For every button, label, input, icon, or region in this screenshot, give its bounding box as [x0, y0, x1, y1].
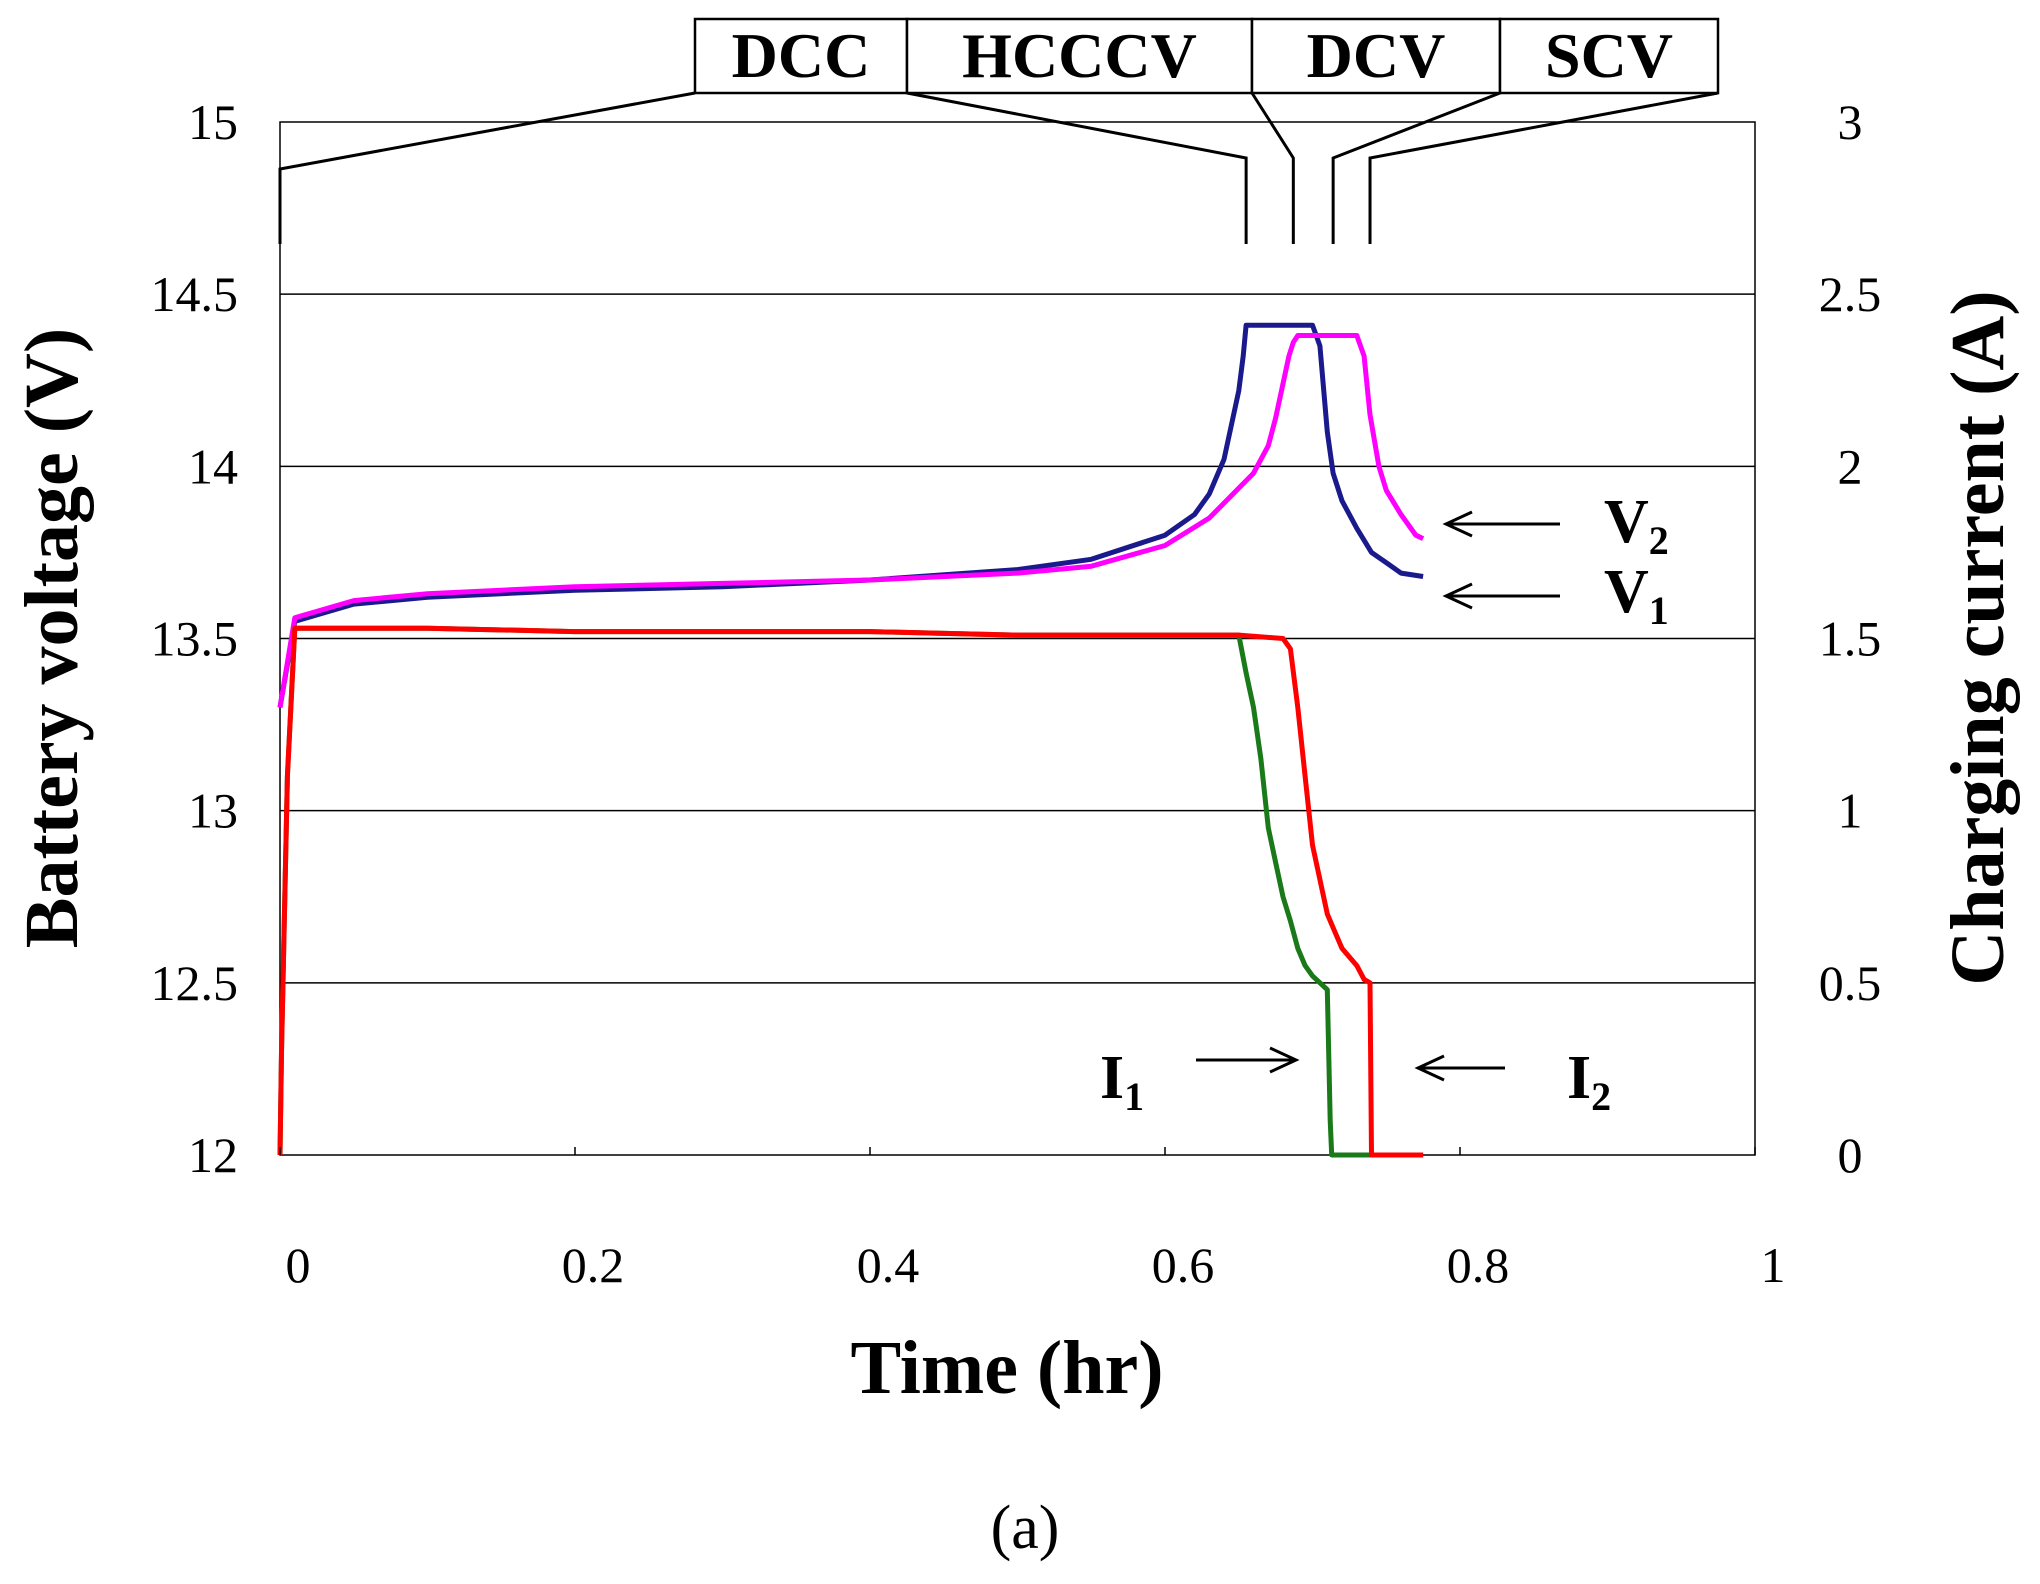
series-line-v2 — [277, 333, 1425, 708]
series-layer — [277, 322, 1425, 1158]
phase-boundary-leader — [906, 91, 1248, 244]
phase-box — [1498, 17, 1720, 95]
y-right-tick-label: 1 — [1838, 783, 1863, 839]
y-left-tick-label: 15 — [188, 94, 238, 150]
y-right-tick-label: 1.5 — [1819, 611, 1882, 667]
phase-boundary-leader — [1331, 91, 1501, 244]
y-axis-left-title: Battery voltage (V) — [10, 328, 94, 948]
y-right-tick-label: 0.5 — [1819, 955, 1882, 1011]
series-line-i1 — [277, 625, 1424, 1158]
plot-area-frame — [279, 121, 1756, 1156]
y-right-tick-label: 0 — [1838, 1127, 1863, 1183]
y-axis-right-title: Charging current (A) — [1936, 290, 2020, 985]
x-tick-label: 0 — [286, 1237, 311, 1293]
y-right-tick-label: 2 — [1838, 438, 1863, 494]
x-tick-label: 0.4 — [857, 1237, 920, 1293]
phase-boundary-leader — [1368, 91, 1719, 244]
y-left-tick-label: 12 — [188, 1127, 238, 1183]
label-arrowhead — [1442, 582, 1473, 610]
x-tick-label: 0.8 — [1447, 1237, 1510, 1293]
x-tick-label: 1 — [1761, 1237, 1786, 1293]
label-arrowhead — [1414, 1054, 1445, 1082]
phase-box — [693, 17, 909, 95]
phase-box — [1250, 17, 1502, 95]
series-label-v2: V2 — [1604, 488, 1669, 563]
y-left-tick-label: 13.5 — [151, 611, 239, 667]
x-tick-label: 0.2 — [562, 1237, 625, 1293]
figure-caption: (a) — [991, 1494, 1060, 1562]
gridlines — [280, 293, 1755, 984]
phase-annotation: DCC HCCCV DCV SCV — [278, 17, 1720, 244]
phase-box — [905, 17, 1254, 95]
label-arrowhead — [1442, 510, 1473, 538]
label-arrowhead — [1269, 1046, 1300, 1074]
series-line-i2 — [277, 625, 1424, 1158]
y-left-tick-label: 14.5 — [151, 266, 239, 322]
phase-label: SCV — [1545, 20, 1673, 91]
phase-label: DCC — [732, 20, 871, 91]
phase-boundary-leader — [1250, 92, 1295, 244]
phase-label: HCCCV — [962, 20, 1197, 91]
series-label-i2: I2 — [1567, 1044, 1611, 1119]
tick-labels: 12 12.5 13 13.5 14 14.5 15 0 0.5 1 1.5 2 2.5 3 0 0.2 0.4… — [151, 94, 1882, 1293]
series-label-v1: V1 — [1604, 558, 1669, 633]
series-line-v1 — [277, 322, 1424, 708]
phase-boundary-leader — [278, 91, 696, 244]
y-left-tick-label: 13 — [188, 783, 238, 839]
y-left-tick-label: 14 — [188, 438, 238, 494]
x-tick-label: 0.6 — [1152, 1237, 1215, 1293]
y-left-tick-label: 12.5 — [151, 955, 239, 1011]
y-right-tick-label: 3 — [1838, 94, 1863, 150]
series-label-i1: I1 — [1100, 1044, 1144, 1119]
x-axis-title: Time (hr) — [850, 1326, 1163, 1410]
y-right-tick-label: 2.5 — [1819, 266, 1882, 322]
phase-label: DCV — [1307, 20, 1446, 91]
